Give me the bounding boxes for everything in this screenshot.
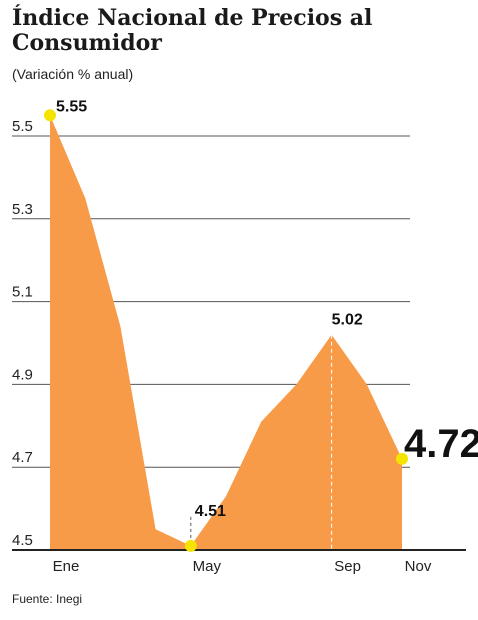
y-tick-label: 5.3	[12, 201, 33, 218]
chart-title: Índice Nacional de Precios al Consumidor	[12, 5, 373, 56]
source-note: Fuente: Inegi	[12, 592, 83, 606]
x-axis-ticks: Ene May Sep Nov	[53, 558, 432, 575]
x-tick-label: May	[193, 558, 222, 575]
data-marker	[184, 539, 197, 552]
data-label: 4.72	[404, 422, 478, 466]
x-tick-label: Nov	[405, 558, 432, 575]
guide-lines	[190, 334, 333, 550]
y-tick-label: 4.5	[12, 532, 33, 549]
y-tick-label: 4.7	[12, 449, 33, 466]
x-tick-label: Ene	[53, 558, 80, 575]
data-label: 4.51	[195, 503, 226, 520]
y-tick-label: 4.9	[12, 366, 33, 383]
y-tick-label: 5.1	[12, 284, 33, 301]
inflation-area	[50, 115, 402, 551]
data-marker	[44, 109, 56, 122]
chart-subtitle: (Variación % anual)	[12, 66, 134, 82]
x-tick-label: Sep	[334, 558, 361, 575]
data-labels: 5.55 4.51 5.02 4.72	[56, 98, 478, 520]
data-label: 5.55	[56, 98, 87, 115]
y-axis-ticks: 4.5 4.7 4.9 5.1 5.3 5.5	[12, 118, 33, 549]
data-markers	[44, 109, 408, 552]
data-label: 5.02	[332, 312, 363, 329]
data-marker	[396, 452, 408, 465]
y-tick-label: 5.5	[12, 118, 33, 135]
